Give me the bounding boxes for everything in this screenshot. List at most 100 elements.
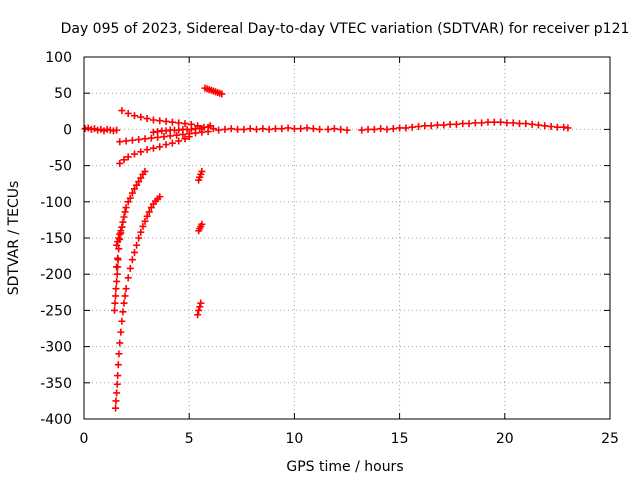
data-point [433, 121, 441, 129]
grid-lines [84, 57, 610, 419]
data-point [128, 136, 136, 144]
data-point [145, 208, 153, 216]
data-point [446, 120, 454, 128]
data-point [465, 120, 473, 128]
x-tick-label: 5 [185, 431, 194, 447]
data-point [130, 150, 138, 158]
data-point [137, 113, 145, 121]
data-point [484, 118, 492, 126]
y-tick-label: 50 [54, 86, 72, 102]
data-point [253, 125, 261, 133]
data-point [91, 125, 99, 133]
data-point [547, 123, 555, 131]
data-point [440, 121, 448, 129]
y-tick-label: -300 [40, 340, 72, 356]
data-point [168, 118, 176, 126]
data-point [116, 159, 124, 167]
data-point [509, 119, 517, 127]
data-point [204, 128, 212, 136]
data-point [116, 230, 124, 238]
data-point [133, 241, 141, 249]
data-point [316, 125, 324, 133]
x-tick-label: 10 [285, 431, 303, 447]
data-point [497, 118, 505, 126]
data-point [534, 121, 542, 129]
data-point [126, 194, 134, 202]
data-point [221, 125, 229, 133]
data-point [370, 125, 378, 133]
data-point [121, 292, 129, 300]
x-tick-label: 20 [496, 431, 514, 447]
data-point [162, 141, 170, 149]
data-point [459, 120, 467, 128]
data-point [143, 115, 151, 123]
data-point [522, 120, 530, 128]
y-tick-label: 0 [63, 122, 72, 138]
data-point [114, 361, 122, 369]
data-point [97, 125, 105, 133]
data-point [117, 328, 125, 336]
data-point [278, 125, 286, 133]
data-point [198, 125, 206, 133]
data-point [415, 123, 423, 131]
data-point [358, 126, 366, 134]
data-point [112, 397, 120, 405]
data-point [209, 125, 217, 133]
data-point [168, 139, 176, 147]
data-point [135, 178, 143, 186]
data-point [120, 213, 128, 221]
y-tick-label: -200 [40, 267, 72, 283]
data-point [227, 125, 235, 133]
data-point [118, 223, 126, 231]
data-point [116, 138, 124, 146]
data-point [377, 125, 385, 133]
data-point [196, 303, 204, 311]
data-point [173, 131, 181, 139]
data-point [271, 125, 279, 133]
data-point [503, 119, 511, 127]
data-point [137, 174, 145, 182]
data-point [141, 217, 149, 225]
data-point [160, 133, 168, 141]
data-point [149, 116, 157, 124]
data-point [124, 153, 132, 161]
x-axis-label: GPS time / hours [286, 459, 403, 475]
data-point [297, 125, 305, 133]
data-point [100, 127, 108, 135]
data-point [265, 125, 273, 133]
data-point [84, 124, 92, 132]
data-point [113, 389, 121, 397]
data-point [135, 234, 143, 242]
data-point [234, 125, 242, 133]
plot-frame [83, 56, 611, 420]
data-point [383, 125, 391, 133]
data-point [541, 122, 549, 130]
data-point [195, 306, 203, 314]
data-point [330, 125, 338, 133]
data-point [122, 285, 130, 293]
y-tick-label: -50 [49, 159, 72, 175]
chart-title: Day 095 of 2023, Sidereal Day-to-day VTE… [61, 21, 630, 37]
data-point [396, 124, 404, 132]
data-point [130, 185, 138, 193]
data-point [141, 135, 149, 143]
data-point [156, 117, 164, 125]
data-point [478, 119, 486, 127]
data-point [162, 117, 170, 125]
data-point [113, 126, 121, 134]
data-point [113, 241, 121, 249]
data-point [112, 285, 120, 293]
data-point [118, 317, 126, 325]
data-point [364, 125, 372, 133]
data-point [246, 125, 254, 133]
data-point [114, 238, 122, 246]
data-point [564, 124, 572, 132]
data-point [324, 125, 332, 133]
data-point [114, 256, 122, 264]
y-tick-label: -100 [40, 195, 72, 211]
y-tick-label: -350 [40, 376, 72, 392]
data-point [303, 124, 311, 132]
data-point [117, 227, 125, 235]
y-tick-label: -400 [40, 412, 72, 428]
